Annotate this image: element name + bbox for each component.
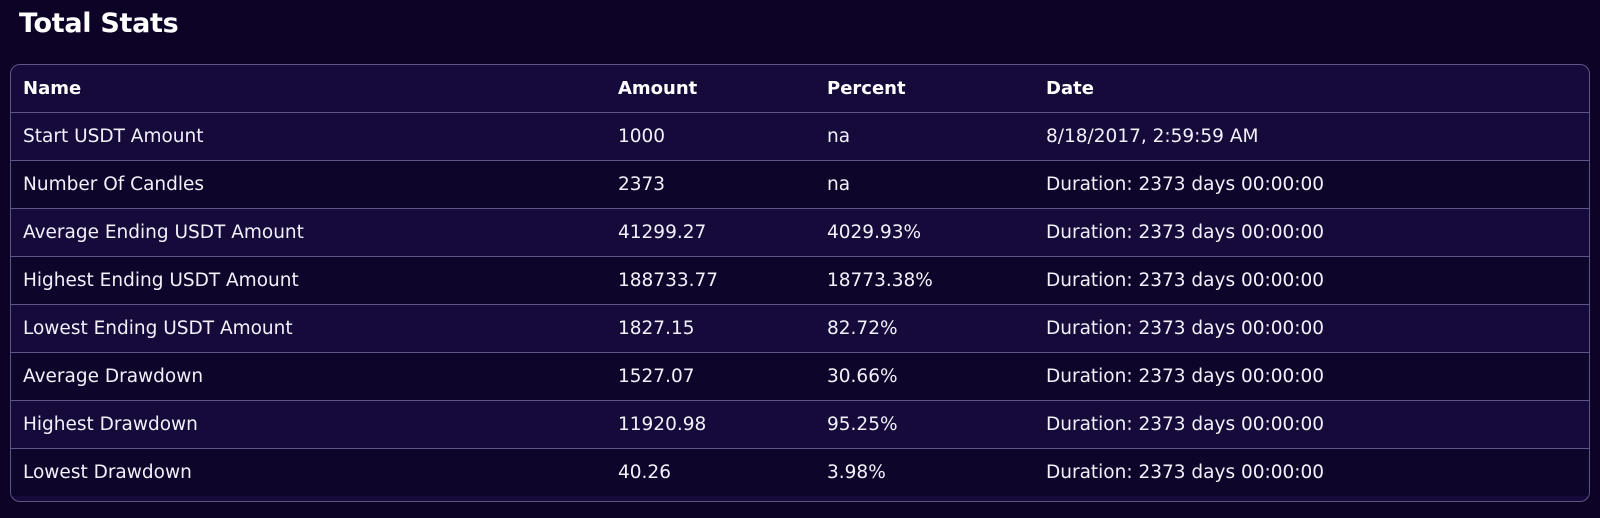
cell-date: 8/18/2017, 2:59:59 AM bbox=[1034, 112, 1589, 161]
cell-amount: 1827.15 bbox=[606, 304, 815, 353]
table-row: Average Drawdown 1527.07 30.66% Duration… bbox=[11, 352, 1589, 401]
cell-percent: 30.66% bbox=[815, 352, 1034, 401]
cell-amount: 11920.98 bbox=[606, 400, 815, 449]
cell-date: Duration: 2373 days 00:00:00 bbox=[1034, 208, 1589, 257]
cell-amount: 2373 bbox=[606, 160, 815, 209]
cell-name: Start USDT Amount bbox=[11, 112, 606, 161]
cell-percent: 18773.38% bbox=[815, 256, 1034, 305]
cell-date: Duration: 2373 days 00:00:00 bbox=[1034, 160, 1589, 209]
table-row: Start USDT Amount 1000 na 8/18/2017, 2:5… bbox=[11, 112, 1589, 161]
cell-percent: na bbox=[815, 112, 1034, 161]
cell-amount: 40.26 bbox=[606, 448, 815, 496]
cell-date: Duration: 2373 days 00:00:00 bbox=[1034, 448, 1589, 496]
column-header-date: Date bbox=[1034, 65, 1589, 113]
column-header-amount: Amount bbox=[606, 65, 815, 113]
cell-percent: na bbox=[815, 160, 1034, 209]
table-row: Number Of Candles 2373 na Duration: 2373… bbox=[11, 160, 1589, 209]
cell-percent: 3.98% bbox=[815, 448, 1034, 496]
cell-name: Lowest Ending USDT Amount bbox=[11, 304, 606, 353]
total-stats-table: Name Amount Percent Date Start USDT Amou… bbox=[10, 64, 1590, 502]
column-header-name: Name bbox=[11, 65, 606, 113]
cell-percent: 82.72% bbox=[815, 304, 1034, 353]
cell-amount: 41299.27 bbox=[606, 208, 815, 257]
table-row: Highest Drawdown 11920.98 95.25% Duratio… bbox=[11, 400, 1589, 449]
table-row: Average Ending USDT Amount 41299.27 4029… bbox=[11, 208, 1589, 257]
table-row: Highest Ending USDT Amount 188733.77 187… bbox=[11, 256, 1589, 305]
stats-table: Name Amount Percent Date Start USDT Amou… bbox=[11, 65, 1589, 496]
cell-date: Duration: 2373 days 00:00:00 bbox=[1034, 352, 1589, 401]
cell-date: Duration: 2373 days 00:00:00 bbox=[1034, 256, 1589, 305]
page-title: Total Stats bbox=[19, 8, 179, 39]
cell-name: Highest Drawdown bbox=[11, 400, 606, 449]
cell-name: Lowest Drawdown bbox=[11, 448, 606, 496]
cell-name: Average Drawdown bbox=[11, 352, 606, 401]
cell-date: Duration: 2373 days 00:00:00 bbox=[1034, 400, 1589, 449]
column-header-percent: Percent bbox=[815, 65, 1034, 113]
cell-name: Average Ending USDT Amount bbox=[11, 208, 606, 257]
cell-percent: 4029.93% bbox=[815, 208, 1034, 257]
table-row: Lowest Ending USDT Amount 1827.15 82.72%… bbox=[11, 304, 1589, 353]
table-header-row: Name Amount Percent Date bbox=[11, 65, 1589, 113]
cell-name: Highest Ending USDT Amount bbox=[11, 256, 606, 305]
cell-amount: 188733.77 bbox=[606, 256, 815, 305]
cell-percent: 95.25% bbox=[815, 400, 1034, 449]
cell-amount: 1527.07 bbox=[606, 352, 815, 401]
cell-amount: 1000 bbox=[606, 112, 815, 161]
cell-date: Duration: 2373 days 00:00:00 bbox=[1034, 304, 1589, 353]
cell-name: Number Of Candles bbox=[11, 160, 606, 209]
table-row: Lowest Drawdown 40.26 3.98% Duration: 23… bbox=[11, 448, 1589, 496]
